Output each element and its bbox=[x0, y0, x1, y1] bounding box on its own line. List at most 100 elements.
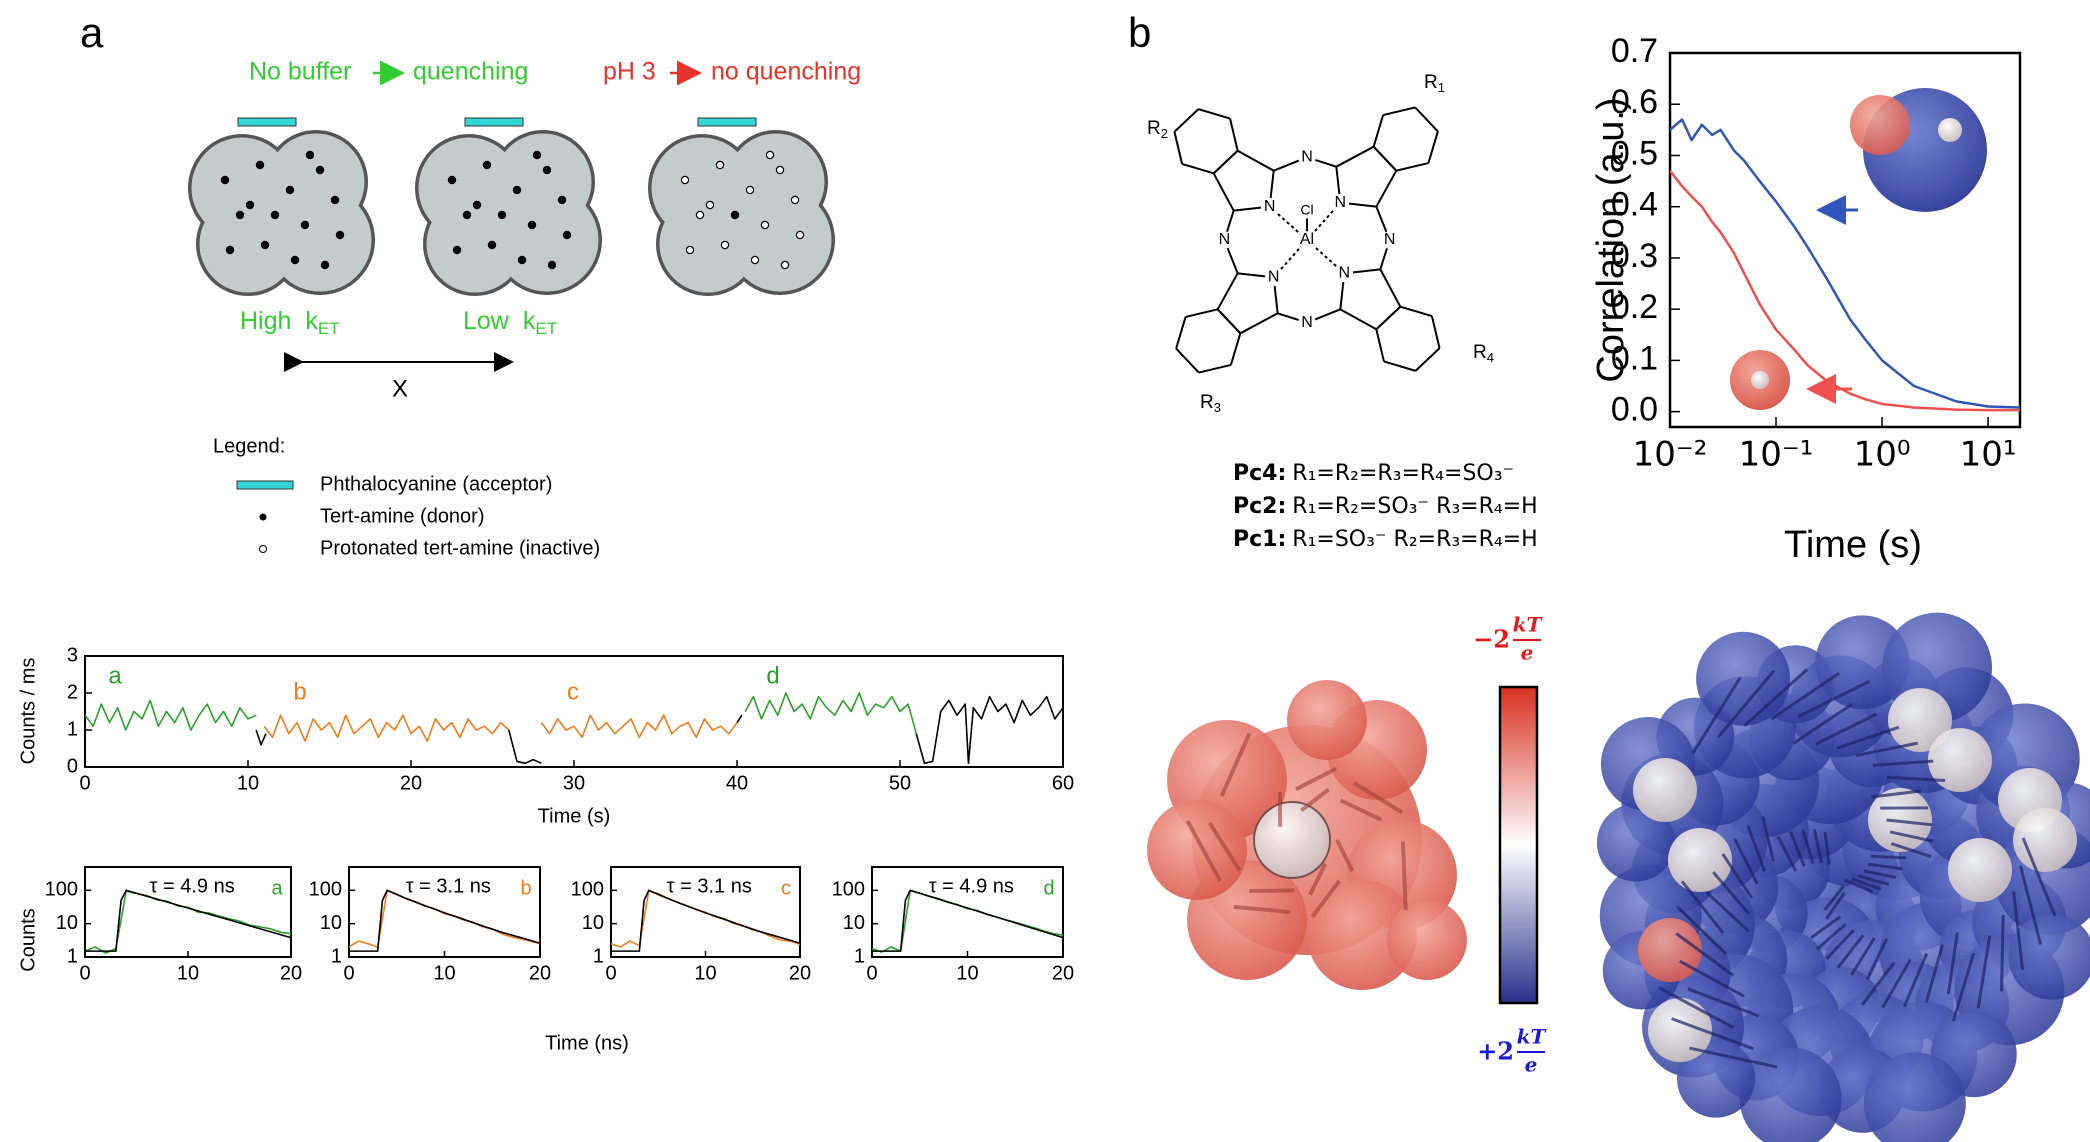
atom-label: N bbox=[1339, 265, 1351, 282]
amine bbox=[705, 200, 715, 210]
backbone bbox=[1716, 669, 1776, 739]
chart: 10⁻² 10⁻¹ 10⁰ 10¹ 0.0 0.1 0.2 0.3 0.4 0.5 0.6 0.7 Ti… bbox=[1590, 32, 2022, 566]
legend-item: Phthalocyanine (acceptor) bbox=[320, 473, 552, 495]
x-tick-label: 0 bbox=[79, 962, 90, 984]
annotation: a bbox=[271, 877, 283, 899]
result: no quenching bbox=[711, 58, 861, 86]
surface-lobe bbox=[1147, 800, 1247, 900]
legend-item: Tert-amine (donor) bbox=[320, 505, 485, 527]
x-tick-label: 20 bbox=[529, 962, 551, 984]
chart: 0 10 20 30 40 50 60 0 1 2 3 Time (s) Counts / ms a b c d bbox=[17, 644, 1074, 827]
backbone bbox=[1823, 884, 1845, 911]
substituent-sub: 4 bbox=[1487, 350, 1494, 365]
backbone bbox=[1675, 932, 1735, 977]
cell-fill bbox=[268, 188, 372, 292]
backbone bbox=[1836, 725, 1900, 750]
amine bbox=[472, 200, 482, 210]
backbone bbox=[1687, 987, 1760, 1018]
atom-bg bbox=[1215, 231, 1234, 249]
condition: pH 3 bbox=[603, 58, 656, 86]
backbone bbox=[1770, 671, 1840, 721]
substituent: R2 bbox=[1147, 118, 1168, 141]
amine bbox=[452, 245, 462, 255]
x-tick-label: 10⁰ bbox=[1854, 434, 1911, 474]
bond bbox=[1400, 305, 1433, 318]
amine bbox=[245, 200, 255, 210]
bond bbox=[1175, 347, 1200, 374]
rate-label: High kET bbox=[240, 307, 340, 339]
colorbar-num: kT bbox=[1513, 613, 1544, 637]
protein-patch bbox=[1888, 688, 1952, 752]
y-tick-label: 10 bbox=[56, 912, 78, 934]
backbone bbox=[1680, 880, 1725, 934]
bond bbox=[1216, 272, 1239, 310]
colorbar-coef: +2 bbox=[1477, 1037, 1514, 1066]
cell bbox=[415, 117, 602, 296]
backbone bbox=[1857, 874, 1890, 886]
amine bbox=[685, 245, 695, 255]
atom-label: Al bbox=[1300, 231, 1314, 248]
stick bbox=[1310, 879, 1341, 919]
backbone bbox=[1851, 877, 1882, 891]
backbone bbox=[1844, 878, 1874, 894]
substituent-sub: 2 bbox=[1161, 126, 1168, 141]
backbone bbox=[1679, 959, 1745, 998]
rate-label: Low kET bbox=[463, 307, 557, 339]
x-tick-label: 0 bbox=[79, 772, 90, 794]
backbone bbox=[2018, 865, 2043, 945]
compound: Pc1: R₁=SO₃⁻ R₂=R₃=R₄=H bbox=[1233, 527, 1538, 552]
backbone bbox=[2021, 837, 2057, 917]
backbone bbox=[1705, 891, 1750, 933]
backbone bbox=[1871, 789, 1922, 799]
backbone bbox=[1850, 937, 1876, 976]
axis-label: X bbox=[392, 375, 408, 402]
y-tick-label: 1 bbox=[67, 718, 78, 740]
atom-label: N bbox=[1335, 194, 1347, 211]
backbone bbox=[1946, 932, 1959, 995]
y-tick-label: 0.1 bbox=[1611, 339, 1658, 377]
backbone bbox=[1689, 1046, 1778, 1069]
legend-symbol bbox=[259, 545, 267, 553]
plot-frame bbox=[84, 655, 1064, 768]
y-tick-label: 1 bbox=[854, 945, 865, 967]
amine bbox=[335, 230, 345, 240]
compound-name: Pc1: bbox=[1233, 527, 1286, 552]
backbone bbox=[1733, 837, 1759, 885]
backbone bbox=[1797, 680, 1870, 718]
backbone bbox=[1890, 842, 1932, 858]
series-line bbox=[736, 714, 743, 724]
inset-patch bbox=[1938, 118, 1962, 142]
bond bbox=[1229, 333, 1242, 366]
compound-name: Pc2: bbox=[1233, 494, 1286, 519]
x-tick-label: 10¹ bbox=[1960, 434, 2017, 474]
series-line bbox=[349, 889, 540, 952]
series-line bbox=[540, 714, 738, 739]
backbone bbox=[1792, 702, 1853, 745]
amine bbox=[780, 260, 790, 270]
surface-core bbox=[1253, 801, 1331, 879]
backbone bbox=[1810, 915, 1842, 940]
annotation: τ = 3.1 ns bbox=[667, 875, 752, 897]
bond bbox=[1339, 308, 1377, 331]
annotation: b bbox=[293, 678, 306, 705]
series-line bbox=[508, 729, 542, 765]
substituent-base: R bbox=[1473, 342, 1487, 363]
amine bbox=[300, 220, 310, 230]
backbone bbox=[1881, 958, 1912, 1009]
atom-label: N bbox=[1384, 231, 1396, 248]
legend-title: Legend: bbox=[213, 435, 285, 457]
bond bbox=[1229, 118, 1239, 151]
backbone bbox=[1861, 961, 1896, 1006]
atom-bg bbox=[1298, 148, 1316, 167]
amine bbox=[527, 220, 537, 230]
colorbar-num: kT bbox=[1517, 1025, 1548, 1049]
legend-item: Protonated tert-amine (inactive) bbox=[320, 537, 600, 559]
bond bbox=[1212, 172, 1235, 212]
series-line bbox=[1670, 170, 2020, 412]
stick bbox=[1295, 766, 1338, 791]
backbone bbox=[1889, 830, 1934, 843]
annotation: τ = 4.9 ns bbox=[150, 875, 235, 897]
inset-dye-core bbox=[1751, 371, 1769, 389]
y-tick-label: 100 bbox=[45, 879, 78, 901]
amine bbox=[695, 210, 705, 220]
